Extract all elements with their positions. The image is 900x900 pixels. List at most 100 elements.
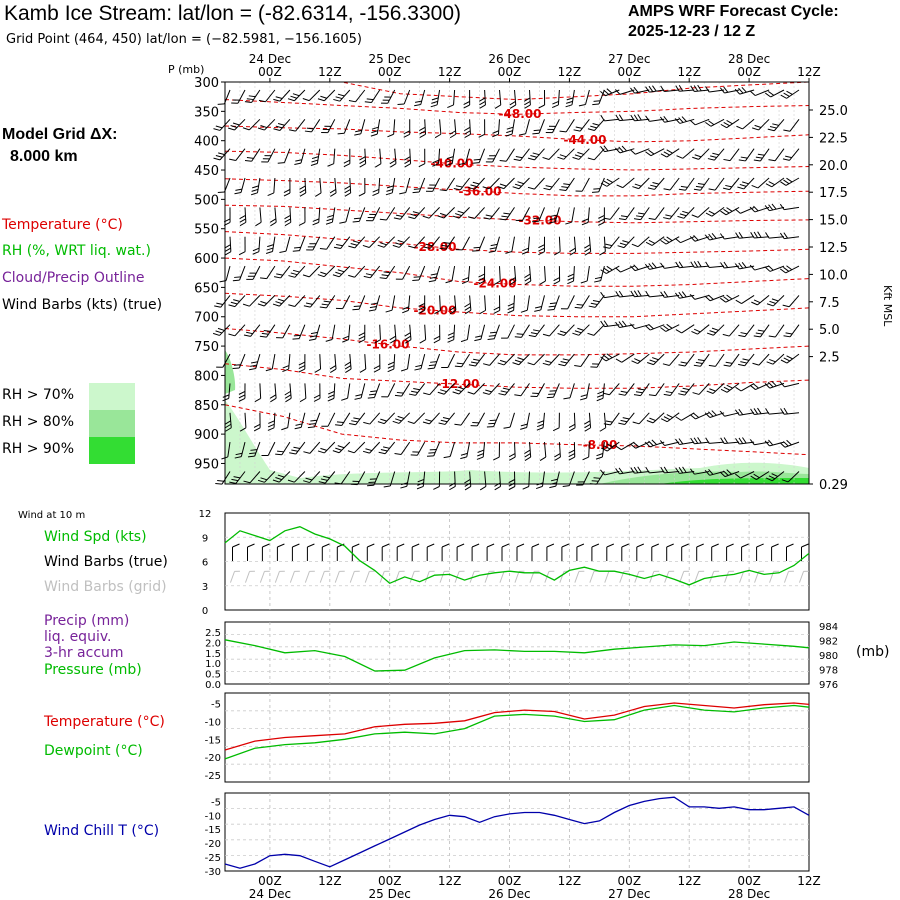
wind-barb-feather bbox=[785, 332, 793, 335]
wind-barb-feather bbox=[305, 302, 313, 305]
wind-barb-staff bbox=[244, 412, 247, 428]
wind-barb-feather bbox=[678, 117, 684, 123]
wind-barb-feather bbox=[454, 388, 462, 393]
wind-barb bbox=[645, 290, 665, 298]
surface-wind-barb-feather bbox=[666, 543, 674, 548]
wind-barb-feather bbox=[437, 215, 445, 219]
wind-barb-feather bbox=[512, 362, 520, 366]
top-hour-label: 00Z bbox=[737, 65, 761, 79]
wind-barb-feather bbox=[366, 220, 373, 222]
wind-barb bbox=[514, 383, 530, 397]
wind-barb-staff bbox=[558, 236, 561, 252]
wind-barb bbox=[234, 177, 246, 195]
wind-barb bbox=[753, 324, 770, 338]
wind-barb-staff bbox=[221, 471, 231, 485]
wind-barb bbox=[563, 383, 575, 400]
wind-barb-staff bbox=[436, 89, 441, 105]
wind-barb bbox=[342, 324, 351, 343]
wind-barb-staff bbox=[774, 148, 785, 162]
wind-barb bbox=[600, 114, 620, 122]
pressure-label: Pressure (mb) bbox=[44, 662, 142, 678]
wind-barb-staff bbox=[695, 118, 710, 126]
wind-barb bbox=[615, 441, 635, 451]
wind-barb-feather bbox=[711, 410, 717, 416]
wind-barb-staff bbox=[697, 207, 710, 218]
wind-barb-feather bbox=[535, 485, 543, 490]
wind-barb-staff bbox=[713, 324, 725, 336]
wind-barb-feather bbox=[633, 466, 639, 474]
wind-barb-feather bbox=[335, 96, 343, 100]
wind-barb bbox=[372, 177, 381, 197]
wind-barb-staff bbox=[324, 441, 336, 454]
wind-barb bbox=[227, 118, 246, 131]
wind-barb-staff bbox=[755, 382, 770, 391]
grid-wind-barb bbox=[724, 570, 735, 583]
wind-barb bbox=[478, 89, 486, 109]
wind-barb-staff bbox=[264, 471, 276, 483]
wind-barb-feather bbox=[753, 299, 761, 304]
wind-barb bbox=[273, 89, 291, 102]
grid-wind-barb-staff bbox=[679, 571, 685, 583]
wind-barb-staff bbox=[451, 266, 456, 281]
wind-barb bbox=[548, 207, 560, 224]
wind-barb-feather bbox=[464, 133, 471, 139]
wind-barb bbox=[615, 467, 635, 475]
wind-barb-feather bbox=[215, 330, 223, 334]
wind-barb-staff bbox=[480, 324, 486, 340]
surface-wind-barb-feather bbox=[307, 543, 315, 548]
wind-barb-feather bbox=[430, 104, 438, 108]
wind-barb-feather bbox=[313, 397, 321, 402]
wind-barb-staff bbox=[650, 324, 665, 331]
kft-tick-label: 20.0 bbox=[819, 159, 848, 174]
kft-tick-label: 12.5 bbox=[819, 241, 848, 256]
wind-barb-feather bbox=[269, 394, 277, 399]
wind-barb-feather bbox=[663, 416, 671, 421]
wind-barb-feather bbox=[336, 243, 343, 247]
wind-barb-feather bbox=[440, 419, 448, 423]
wind-barb-feather bbox=[443, 455, 451, 459]
wind-barb-feather bbox=[514, 183, 522, 187]
wind-barb-feather bbox=[324, 125, 332, 127]
wind-barb bbox=[274, 265, 291, 279]
wind-barb-feather bbox=[779, 381, 785, 388]
wind-barb-feather bbox=[419, 130, 426, 135]
wind-barb-feather bbox=[682, 210, 689, 214]
bottom-hour-label: 12Z bbox=[318, 874, 342, 888]
wind-barb bbox=[618, 383, 635, 396]
wind-barb-feather bbox=[389, 339, 397, 344]
wind-barb-staff bbox=[482, 442, 486, 458]
wind-barb bbox=[539, 266, 546, 285]
wind-barb bbox=[499, 148, 515, 162]
wind-barb-feather bbox=[277, 298, 285, 302]
wind-barb-feather bbox=[594, 276, 602, 280]
wind-barb-feather bbox=[600, 114, 605, 122]
wind-barb bbox=[288, 265, 306, 278]
grid-wind-barb-staff bbox=[589, 571, 595, 583]
wind-barb-staff bbox=[772, 295, 785, 307]
pressure-tick-label: 900 bbox=[194, 428, 219, 443]
top-hour-label: 12Z bbox=[677, 65, 701, 79]
wind-barb-feather bbox=[382, 99, 390, 101]
wind-barb-feather bbox=[737, 186, 744, 190]
pressure-tick-label: 400 bbox=[194, 135, 219, 150]
wind-barb-feather bbox=[539, 456, 547, 461]
wind-barb bbox=[750, 471, 770, 480]
wind-barb-staff bbox=[283, 148, 291, 163]
wind-barb-feather bbox=[430, 273, 438, 276]
wind-barb-feather bbox=[262, 158, 270, 160]
wind-barb bbox=[660, 466, 680, 474]
wind-barb-feather bbox=[404, 335, 411, 341]
wind-barb-staff bbox=[771, 471, 785, 482]
wind-barb-staff bbox=[318, 207, 321, 223]
wind-barb-feather bbox=[441, 244, 449, 247]
wind-barb-staff bbox=[669, 177, 680, 191]
wind-barb-feather bbox=[603, 246, 610, 249]
wind-barb-staff bbox=[758, 353, 770, 366]
wind-barb-feather bbox=[258, 99, 266, 103]
wind-barb-feather bbox=[630, 467, 635, 474]
wind-barb bbox=[483, 207, 500, 220]
wind-barb bbox=[648, 383, 665, 397]
wind-barb-staff bbox=[669, 353, 680, 366]
wind-barb-feather bbox=[333, 246, 341, 250]
wind-barb-feather bbox=[524, 273, 531, 278]
